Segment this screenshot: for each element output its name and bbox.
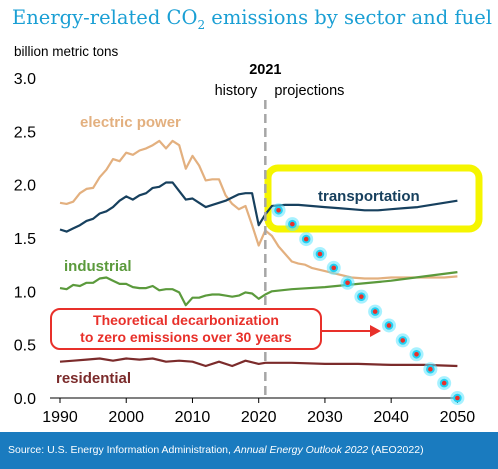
y-tick-label: 1.5 [14,231,36,248]
source-footer: Source: U.S. Energy Information Administ… [0,432,498,469]
x-tick-label: 1990 [42,409,78,426]
decarbonization-dot [285,217,300,232]
decarbonization-dot [450,391,465,405]
decarbonization-dot [395,333,410,348]
y-tick-label: 1.0 [14,284,36,301]
series-line-transportation [59,181,458,233]
decarbonization-dot [354,289,369,304]
x-tick-label: 2030 [307,409,343,426]
x-tick-label: 2010 [175,409,211,426]
y-axis-label: billion metric tons [14,44,119,59]
y-tick-label: 2.5 [14,124,36,141]
y-tick-label: 0.0 [14,391,36,408]
x-tick-label: 2000 [108,409,144,426]
residential-label: residential [56,370,131,387]
decarbonization-dot [299,232,314,247]
series-line-residential [59,357,458,368]
transportation-label: transportation [318,188,420,205]
series-line-industrial [59,271,458,307]
decarbonization-dots [271,203,465,405]
history-label: history [215,83,258,99]
decarbonization-dot [368,304,383,319]
decarbonization-callout-arrowhead [370,325,381,337]
decarbonization-dot [326,260,341,275]
transportation-highlight-box [264,164,483,233]
decarbonization-dot [437,376,452,391]
decarbonization-dot [340,275,355,290]
y-tick-label: 3.0 [14,71,36,88]
y-tick-label: 2.0 [14,178,36,195]
decarbonization-callout-line1: Theoretical decarbonization [93,312,279,328]
projections-label: projections [274,83,344,99]
axes [50,397,462,403]
decarbonization-callout-line2: to zero emissions over 30 years [80,329,292,345]
decarbonization-dot [381,318,396,333]
industrial-label: industrial [64,258,132,275]
x-tick-label: 2050 [440,409,476,426]
y-tick-label: 0.5 [14,338,36,355]
x-tick-label: 2020 [241,409,277,426]
x-tick-label: 2040 [373,409,409,426]
decarbonization-dot [312,247,327,261]
decarbonization-dot [423,362,438,377]
decarbonization-callout-box [50,308,322,350]
chart-title: Energy-related CO2 emissions by sector a… [12,6,492,32]
decarbonization-dot [271,203,286,218]
x-tick-labels: 1990 2000 2010 2020 2030 2040 2050 [42,409,475,426]
electric-power-label: electric power [80,114,181,131]
decarbonization-dot [409,347,424,362]
divider-year-label: 2021 [249,62,281,78]
y-tick-labels: 0.0 0.5 1.0 1.5 2.0 2.5 3.0 [14,71,36,408]
chart: billion metric tons 0.0 0.5 1.0 1.5 2.0 2.5 3.… [14,44,483,426]
